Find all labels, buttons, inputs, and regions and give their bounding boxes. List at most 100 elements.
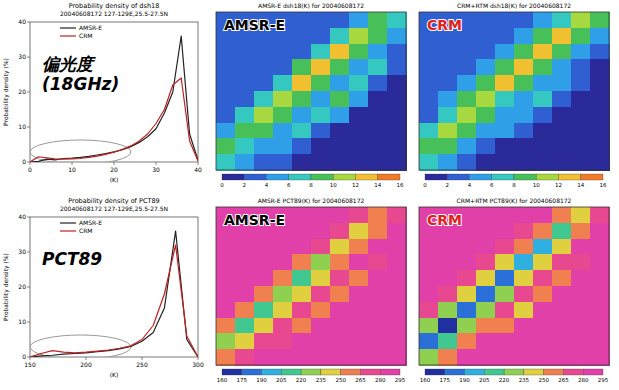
heatmap-cell [419,333,439,349]
heatmap-cell [571,138,591,154]
annotation: (18GHz) [42,74,119,94]
heatmap-cell [273,333,293,349]
heatmap-cell [476,239,496,255]
heatmap-cell [330,239,350,255]
heatmap-cell [457,254,477,270]
heatmap-cell [387,75,407,91]
heatmap-cell [495,154,515,170]
y-tick [27,57,30,58]
heatmap-cell [419,270,439,286]
colorbar-label: 6 [287,182,291,188]
heatmap-cell [311,154,331,170]
heatmap-cell [235,75,255,91]
heatmap-cell [419,107,439,123]
heatmap-cell [590,333,610,349]
heatmap-cell [533,223,553,239]
heatmap-cell [311,270,331,286]
heatmap-cell [235,138,255,154]
heatmap-cell [330,107,350,123]
heatmap-cell [476,254,496,270]
legend-label: CRM [79,227,93,234]
heatmap-cell [533,318,553,334]
heatmap-cell [216,254,236,270]
heatmap-cell [571,59,591,75]
x-tick [198,357,199,360]
heatmap-cell [552,28,572,44]
y-tick-label: 0 [22,353,26,360]
map-frame [419,207,609,365]
legend-label: CRM [79,32,93,39]
heatmap-cell [292,28,312,44]
plot-frame [30,22,198,162]
heatmap-cell [495,207,515,223]
heatmap-cell [216,138,236,154]
heatmap-cell [368,28,388,44]
heatmap-cell [273,44,293,60]
heatmap-cell [514,44,534,60]
heatmap-cell [552,44,572,60]
heatmap-cell [552,318,572,334]
heatmap-cell [273,349,293,365]
heatmap-cell [349,302,369,318]
heatmap-cell [311,123,331,139]
panel-label: CRM [427,17,462,33]
heatmap-cell [216,154,236,170]
heatmap-cell [476,270,496,286]
heatmap-cell [254,270,274,286]
heatmap-cell [590,59,610,75]
heatmap-cell [438,91,458,107]
heatmap-cell [254,59,274,75]
heatmap-cell [495,91,515,107]
title: Probability density of dsh18 [69,2,160,10]
heatmap-cell [311,107,331,123]
heatmap-cell [457,59,477,75]
heatmap-cell [349,75,369,91]
y-tick-label: 0 [22,158,26,165]
heatmap-cell [476,154,496,170]
heatmap-cell [457,349,477,365]
legend-swatch [60,35,76,36]
heatmap-cell [476,138,496,154]
title: AMSR-E dsh18(K) for 20040608172 [258,2,364,9]
colorbar-label: 265 [355,377,366,383]
heatmap-cell [349,28,369,44]
heatmap-cell [254,75,274,91]
heatmap-cell [292,44,312,60]
colorbar-segment [536,174,558,180]
heatmap-cell [476,44,496,60]
colorbar-segment [583,369,603,375]
heatmap-cell [514,75,534,91]
heatmap-cell [349,223,369,239]
colorbar-label: 0 [220,182,224,188]
heatmap-cell [254,107,274,123]
colorbar-label: 205 [479,377,490,383]
heatmap-cell [514,302,534,318]
heatmap-cell [254,138,274,154]
heatmap-cell [590,318,610,334]
heatmap-cell [571,302,591,318]
heatmap-cell [235,44,255,60]
heatmap-cell [552,123,572,139]
heatmap-cell [273,286,293,302]
heatmap-cell [590,123,610,139]
heatmap-cell [438,349,458,365]
heatmap-cell [514,333,534,349]
y-tick-label: 10 [18,123,26,130]
colorbar-segment [445,369,465,375]
heatmap-cell [438,138,458,154]
heatmap-cell [349,107,369,123]
heatmap-cell [457,123,477,139]
heatmap-cell [311,91,331,107]
heatmap-cell [590,239,610,255]
colorbar-segment [321,369,341,375]
heatmap-cell [368,318,388,334]
colorbar-segment [425,174,447,180]
heatmap-cell [476,28,496,44]
heatmap-cell [311,28,331,44]
heatmap-cell [438,44,458,60]
heatmap-cell [533,349,553,365]
heatmap-cell [438,59,458,75]
heatmap-cell [457,333,477,349]
y-tick-label: 30 [18,53,26,60]
heatmap-cell [457,91,477,107]
